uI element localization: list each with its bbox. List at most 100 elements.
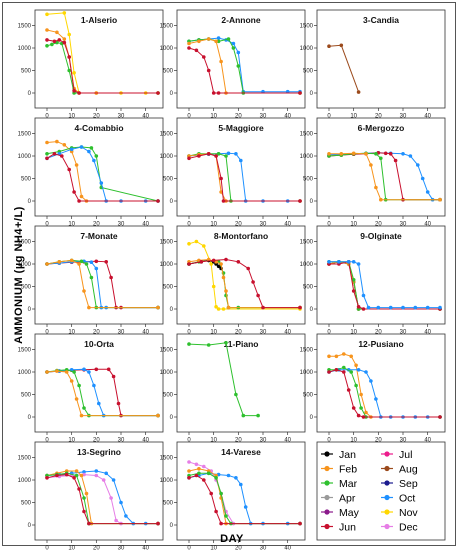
x-tick-label: 10 [68,114,75,120]
data-point-nov [202,244,206,248]
x-tick-label: 0 [45,330,49,336]
data-point-feb [379,197,383,202]
x-tick-label: 0 [45,546,49,550]
x-tick-label: 40 [142,546,149,550]
y-tick-label: 1000 [300,262,314,268]
data-point-nov [216,307,221,311]
data-point-jun [219,521,223,526]
y-tick-label: 500 [21,501,32,507]
legend-label-jan: Jan [339,449,356,461]
data-point-feb [354,363,358,368]
y-tick-label: 0 [310,307,314,313]
data-point-mar [45,44,49,48]
legend-swatch-dot-aug [384,465,390,472]
x-tick-label: 0 [45,114,49,120]
data-point-feb [45,140,49,145]
y-tick-label: 0 [310,415,314,421]
data-point-feb [438,197,442,202]
y-tick-label: 500 [163,501,174,507]
panel-13-segrino: 13-Segrino 0 10 20 30 40 0 500 1000 1500 [18,441,164,550]
data-point-feb [327,152,331,156]
data-point-jun [211,258,216,263]
data-point-mar [342,365,346,370]
y-tick-label: 0 [170,91,174,97]
x-tick-label: 20 [375,114,382,120]
data-point-mar [351,278,356,282]
x-tick-label: 10 [350,330,357,336]
data-point-jun [104,260,108,264]
data-point-nov [187,242,191,246]
data-point-jun [236,260,241,264]
data-point-jun [111,374,116,379]
data-point-jun [77,91,81,95]
legend-swatch-dot-nov [384,509,390,515]
data-point-mar [82,406,86,410]
panel-title: 12-Pusiano [358,339,403,349]
data-point-oct [87,370,91,374]
series-line-mar [188,342,259,417]
legend-swatch-dot-feb [324,465,330,472]
data-point-oct [408,154,413,158]
y-tick-label: 1500 [18,132,32,138]
x-tick-label: 0 [327,438,331,444]
data-point-oct [124,514,128,518]
data-point-oct [94,469,99,473]
data-point-feb [187,41,191,46]
panel-title: 2-Annone [221,15,260,25]
data-point-jun [60,154,64,158]
data-point-feb [79,194,84,199]
data-point-mar [84,262,89,266]
data-point-jun [156,199,160,203]
data-point-oct [243,505,248,509]
data-point-feb [214,39,218,44]
data-point-mar [206,343,211,347]
panel-title: 5-Maggiore [218,123,264,133]
data-point-feb [359,392,363,397]
data-point-feb [87,305,91,310]
y-tick-label: 1000 [160,262,174,268]
data-point-feb [327,354,331,359]
data-point-oct [99,181,104,185]
series-line-mar [328,152,440,201]
y-tick-label: 1500 [18,24,32,30]
panel-title: 11-Piano [224,339,259,349]
x-tick-label: 0 [187,222,191,228]
data-point-jun [246,266,250,271]
data-point-mar [224,154,228,158]
y-tick-label: 1500 [18,240,32,246]
y-tick-label: 0 [28,415,32,421]
x-tick-label: 0 [187,330,191,336]
x-tick-label: 10 [350,222,357,228]
x-tick-label: 20 [93,438,100,444]
data-point-feb [339,152,344,156]
x-tick-label: 30 [260,438,267,444]
panel-title: 6-Mergozzo [358,123,405,133]
data-point-mar [226,37,231,41]
panel-frame [316,9,446,109]
data-point-mar [216,39,221,44]
data-point-jun [109,275,113,280]
data-point-oct [216,36,221,40]
data-point-feb [74,397,79,401]
panel-14-varese: 14-Varese 0 10 20 30 40 0 500 1000 1500 [160,441,306,550]
x-tick-label: 40 [142,222,149,228]
data-point-jun [211,91,216,95]
data-point-jun [187,156,191,161]
x-tick-label: 10 [210,114,217,120]
y-tick-label: 500 [163,285,174,291]
data-point-feb [197,39,201,44]
data-point-feb [79,413,84,418]
panel-title: 13-Segrino [77,447,121,457]
data-point-mar [224,514,228,518]
data-point-jun [388,152,393,156]
legend-swatch-dot-jul [384,451,390,457]
data-point-feb [79,473,84,478]
y-tick-label: 1000 [160,154,174,160]
x-tick-label: 10 [68,546,75,550]
y-tick-label: 500 [21,393,32,399]
x-tick-label: 0 [45,438,49,444]
y-tick-label: 1000 [300,46,314,52]
x-tick-label: 40 [284,438,291,444]
data-point-oct [438,305,442,310]
y-tick-label: 500 [163,69,174,75]
